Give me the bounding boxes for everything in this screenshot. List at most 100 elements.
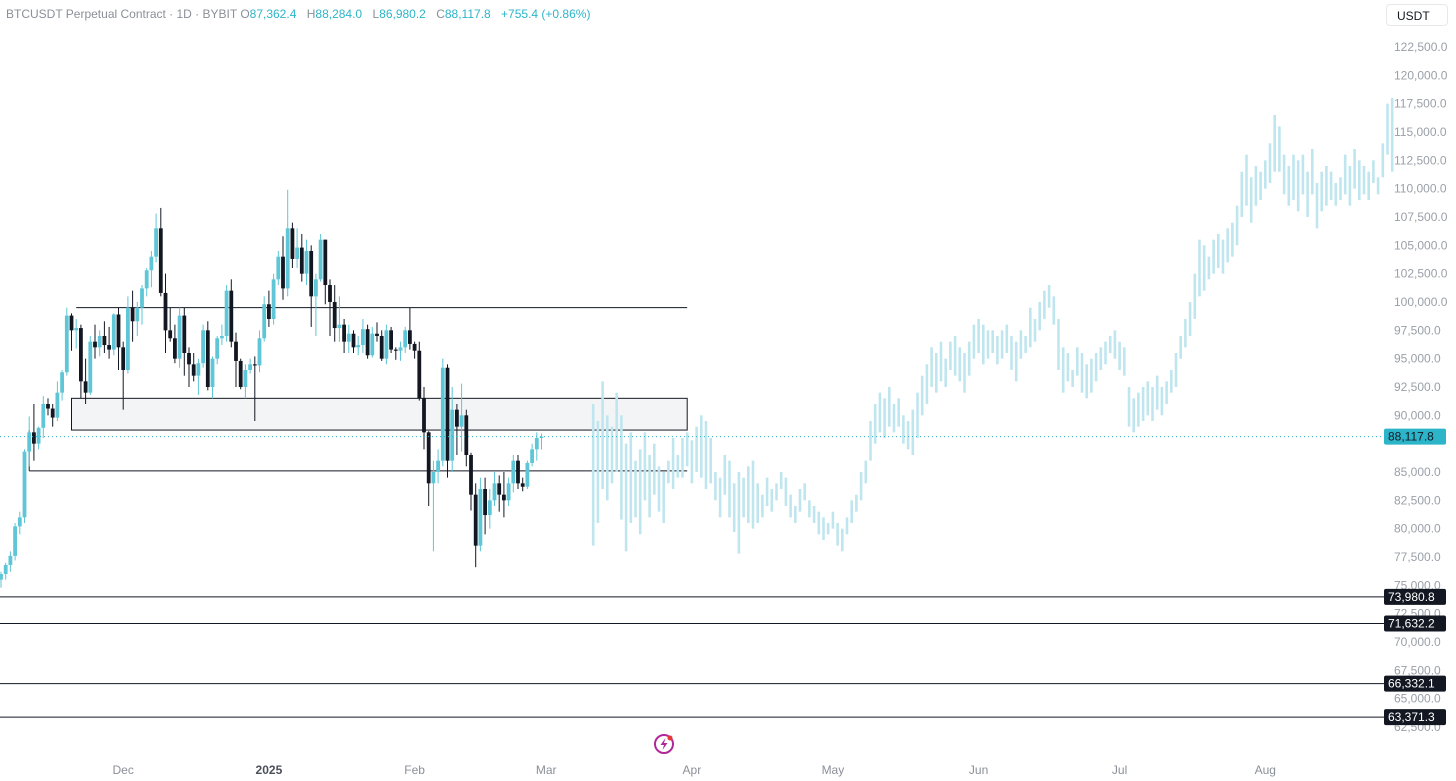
x-tick-label: Apr — [683, 763, 702, 777]
candle-body — [50, 408, 55, 418]
candle-body — [41, 404, 46, 428]
candle-body — [459, 415, 464, 427]
projection-bar — [1108, 336, 1112, 353]
current-price-tag: 88,117.8 — [1388, 430, 1434, 444]
candle-body — [497, 483, 502, 495]
projection-bar — [1386, 103, 1389, 155]
projection-bar — [643, 432, 647, 501]
projection-bar — [812, 506, 816, 523]
projection-bar — [1329, 171, 1333, 200]
y-tick-label: 95,000.0 — [1394, 352, 1441, 366]
candle-body — [205, 330, 210, 387]
projection-bar — [1033, 319, 1037, 342]
candle-body — [191, 364, 196, 376]
candle-body — [252, 364, 257, 366]
projection-bar — [1320, 171, 1323, 212]
candle-body — [102, 336, 107, 346]
projection-bar — [1193, 273, 1197, 319]
candle-body — [163, 292, 168, 331]
candle-body — [309, 251, 314, 297]
projection-bar — [1123, 347, 1126, 376]
projection-layer — [591, 98, 1394, 554]
candle-body — [365, 329, 370, 356]
y-tick-label: 75,000.0 — [1394, 578, 1441, 592]
y-tick-label: 112,500.0 — [1394, 153, 1447, 167]
candle-body — [3, 564, 8, 574]
projection-bar — [916, 392, 919, 438]
projection-bar — [920, 375, 924, 416]
candle-body — [379, 336, 384, 359]
candle-body — [111, 314, 116, 350]
projection-bar — [1090, 358, 1093, 393]
projection-bar — [620, 415, 623, 520]
projection-bar — [1217, 234, 1220, 268]
candle-body — [346, 333, 351, 342]
currency-button[interactable]: USDT — [1386, 4, 1448, 26]
projection-bar — [695, 426, 698, 472]
projection-bar — [939, 341, 943, 382]
candle-body — [534, 438, 539, 450]
projection-bar — [1376, 177, 1380, 195]
projection-bar — [873, 404, 877, 444]
projection-bar — [629, 432, 633, 523]
candle-body — [342, 324, 346, 342]
projection-bar — [1137, 392, 1140, 427]
candle-body — [276, 256, 281, 280]
level-price-tag-bg — [1384, 675, 1446, 692]
projection-bar — [648, 455, 651, 518]
candle-body — [431, 472, 436, 484]
projection-bar — [967, 341, 971, 376]
projection-bar — [1184, 319, 1187, 348]
low-key: L — [372, 7, 380, 21]
projection-bar — [1259, 171, 1262, 200]
candle-body — [79, 328, 83, 382]
y-tick-label: 90,000.0 — [1394, 408, 1441, 422]
candle-body — [126, 307, 130, 370]
y-tick-label: 82,500.0 — [1394, 493, 1441, 507]
projection-bar — [1325, 166, 1328, 206]
projection-bar — [657, 466, 661, 512]
projection-bar — [958, 347, 962, 382]
candle-body — [177, 315, 182, 359]
candle-body — [224, 290, 229, 336]
projection-bar — [1038, 302, 1041, 331]
projection-bar — [906, 421, 910, 450]
candle-body — [361, 329, 365, 346]
time-axis: Dec 2025 Feb Mar Apr May Jun Jul Aug — [113, 763, 1276, 777]
y-tick-label: 102,500.0 — [1394, 267, 1448, 281]
projection-bar — [1306, 171, 1309, 217]
projection-bar — [1348, 166, 1352, 206]
projection-bar — [841, 528, 844, 552]
candle-body — [417, 350, 422, 399]
candle-body — [154, 228, 158, 257]
projection-bar — [662, 472, 665, 523]
candle-body — [450, 409, 455, 461]
candle-body — [281, 256, 285, 289]
projection-bar — [1118, 341, 1121, 370]
x-tick-label: 2025 — [256, 763, 283, 777]
projection-bar — [1245, 154, 1248, 206]
projection-bar — [610, 426, 614, 484]
projection-bar — [1010, 336, 1013, 370]
projection-bar — [1390, 98, 1394, 172]
zone-box[interactable] — [71, 397, 688, 431]
current-price-tag-bg — [1384, 428, 1446, 445]
candle-body — [299, 247, 304, 274]
projection-bar — [1127, 387, 1131, 427]
logo-icon[interactable] — [654, 734, 674, 754]
projection-bar — [1315, 183, 1319, 229]
y-tick-label: 80,000.0 — [1394, 522, 1441, 536]
price-tags: 88,117.8 73,980.8 71,632.2 66,332.1 63,371.3 — [1384, 428, 1446, 726]
projection-bar — [1179, 336, 1182, 359]
projection-bar — [902, 415, 905, 444]
projection-bar — [718, 477, 722, 518]
y-tick-label: 120,000.0 — [1394, 68, 1448, 82]
projection-bar — [723, 455, 727, 495]
candle-body — [290, 228, 295, 259]
projection-bar — [681, 438, 684, 478]
projection-bar — [704, 421, 708, 489]
y-tick-label: 85,000.0 — [1394, 465, 1441, 479]
y-tick-label: 65,000.0 — [1394, 692, 1441, 706]
projection-bar — [869, 421, 872, 461]
